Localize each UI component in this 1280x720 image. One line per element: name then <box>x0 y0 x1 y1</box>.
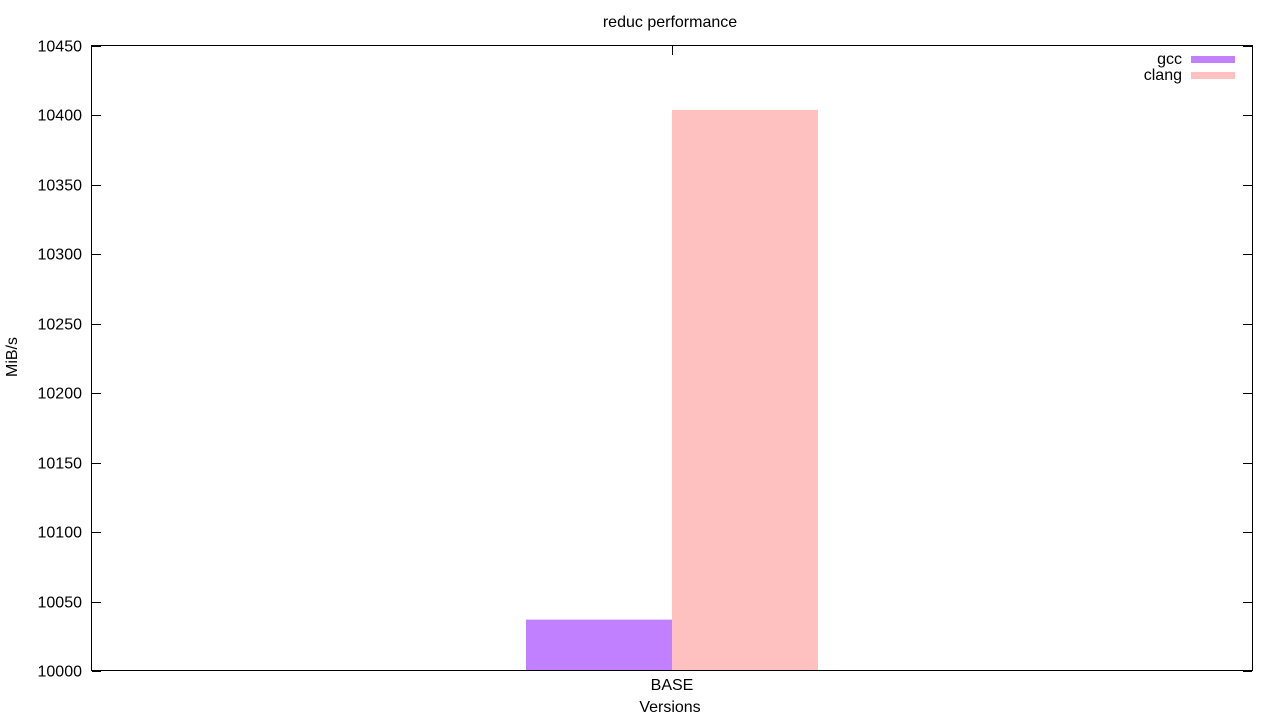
y-tick-label: 10150 <box>38 456 83 473</box>
y-axis-ticks: 10000 10050 10100 10150 10200 10250 10300 10350… <box>38 39 1252 681</box>
x-axis-label: Versions <box>639 699 700 716</box>
legend-swatch <box>1191 56 1235 63</box>
chart-title: reduc performance <box>603 14 737 31</box>
legend-label: gcc <box>1157 51 1182 68</box>
y-tick-label: 10300 <box>38 247 83 264</box>
legend-swatch <box>1191 72 1235 79</box>
bar-series <box>526 109 818 671</box>
y-tick-label: 10100 <box>38 525 83 542</box>
bar-gcc <box>526 619 672 671</box>
x-tick-label: BASE <box>651 677 694 694</box>
y-tick-label: 10050 <box>38 595 83 612</box>
y-tick-label: 10250 <box>38 317 83 334</box>
y-tick-label: 10350 <box>38 178 83 195</box>
y-tick-label: 10450 <box>38 39 83 56</box>
plot-frame <box>91 45 1253 671</box>
y-axis-label: MiB/s <box>4 337 21 377</box>
y-tick-label: 10400 <box>38 108 83 125</box>
y-tick-label: 10200 <box>38 386 83 403</box>
bar-clang <box>672 109 818 671</box>
y-tick-label: 10000 <box>38 664 83 681</box>
legend-label: clang <box>1144 67 1182 84</box>
